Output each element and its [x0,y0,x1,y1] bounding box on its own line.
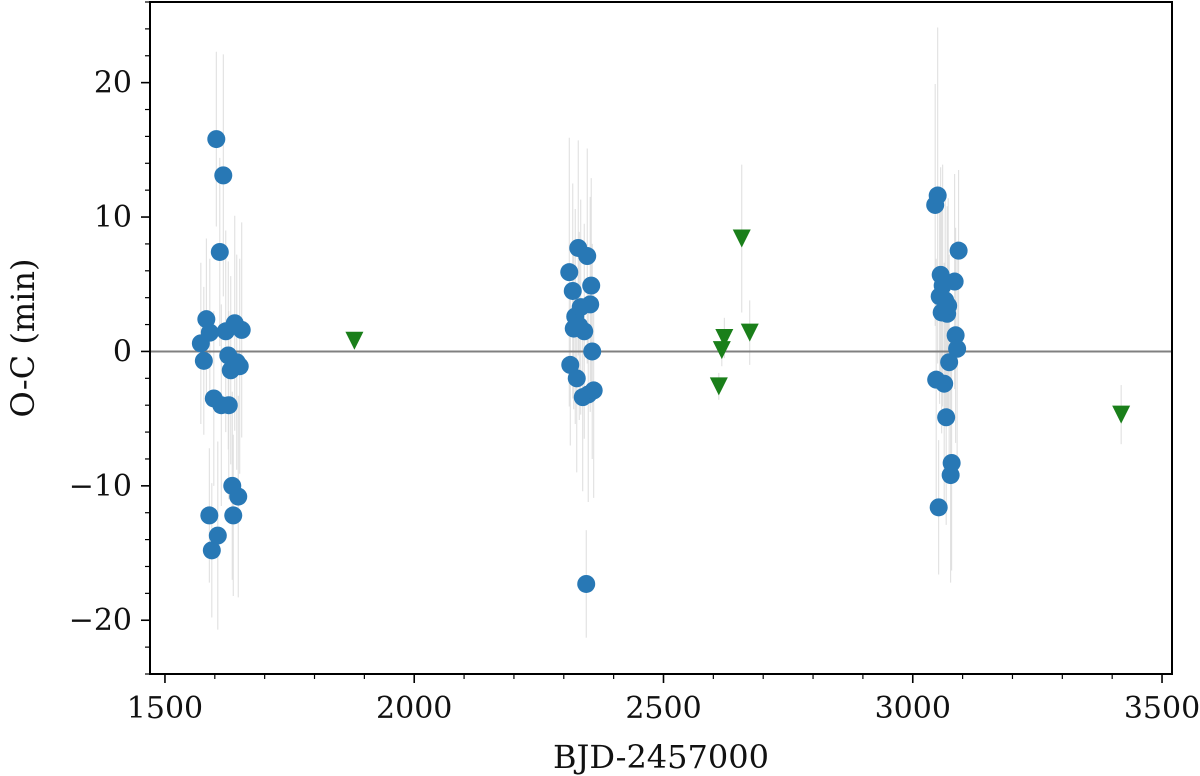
data-point-circle-60 [949,241,968,260]
tick-label-layer: 1500 2000 2500 3000 3500 −20 −10 0 10 20 [69,66,1200,726]
data-point-circle-54 [940,353,959,372]
x-axis-label: BJD-2457000 [553,738,769,776]
data-point-circle-49 [935,374,954,393]
data-point-circle-51 [937,408,956,427]
data-point-circle-4 [200,506,219,525]
data-point-circle-11 [214,166,233,185]
data-point-circle-58 [946,326,965,345]
data-point-circle-21 [230,357,249,376]
data-point-circle-34 [577,574,596,593]
data-point-circle-1 [194,351,213,370]
data-point-circle-9 [210,242,229,261]
marker-layer [191,130,1131,593]
data-point-triangle-5 [740,323,759,342]
data-point-circle-35 [578,247,597,266]
data-point-circle-23 [560,263,579,282]
data-point-triangle-1 [709,377,728,396]
data-point-triangle-3 [715,329,734,347]
data-point-circle-25 [563,281,582,300]
data-point-circle-28 [567,369,586,388]
data-point-circle-56 [942,453,961,472]
data-point-triangle-6 [1112,405,1131,424]
data-point-circle-14 [219,396,238,415]
data-point-circle-38 [582,276,601,295]
data-point-circle-3 [200,323,219,342]
data-point-circle-7 [207,130,226,149]
data-point-circle-20 [229,487,248,506]
data-point-circle-24 [561,355,580,374]
y-tick-label-2: 0 [113,334,132,369]
data-point-circle-40 [584,381,603,400]
y-tick-label-0: −20 [69,603,132,638]
data-point-circle-59 [948,339,967,358]
data-point-circle-39 [583,342,602,361]
y-tick-label-3: 10 [94,200,132,235]
data-point-circle-5 [202,541,221,560]
data-point-circle-44 [929,498,948,517]
data-point-triangle-2 [712,341,731,360]
x-tick-label-3: 3000 [875,691,951,726]
data-point-circle-17 [224,506,243,525]
data-point-triangle-4 [732,229,751,248]
data-point-circle-22 [232,320,251,339]
data-point-circle-43 [928,186,947,205]
errorbar-layer [200,27,1122,638]
x-tick-label-4: 3500 [1124,691,1200,726]
data-point-circle-8 [208,526,227,545]
x-tick-label-0: 1500 [127,691,203,726]
x-tick-label-2: 2500 [625,691,701,726]
plot-frame [149,1,1173,675]
y-tick-label-1: −10 [69,469,132,504]
data-point-circle-37 [581,295,600,314]
y-tick-label-4: 20 [94,66,132,101]
data-point-triangle-0 [345,331,364,350]
data-point-circle-53 [939,296,958,315]
data-point-circle-57 [945,272,964,291]
y-axis-label: O-C (min) [4,258,42,417]
data-point-circle-33 [575,322,594,341]
x-tick-label-1: 2000 [376,691,452,726]
tick-layer [141,1,1163,683]
